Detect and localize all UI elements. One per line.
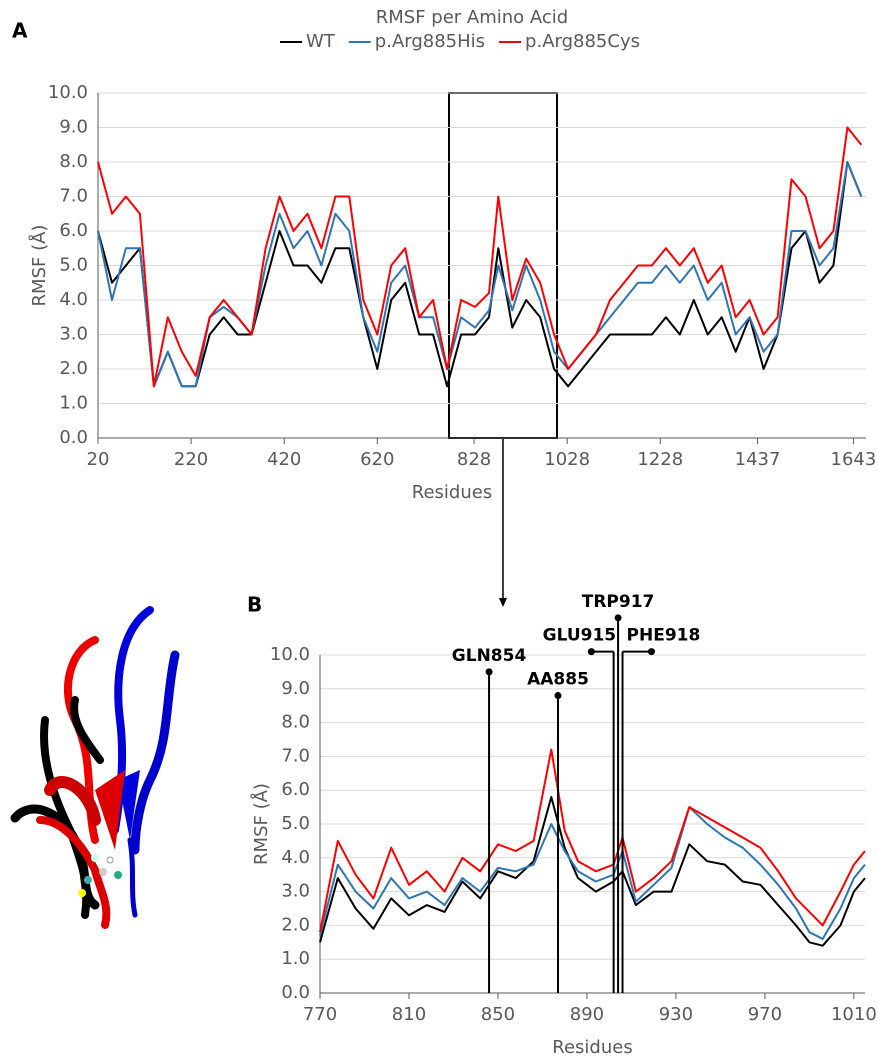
series-line <box>98 128 861 387</box>
annotation-label: PHE918 <box>627 626 701 646</box>
y-tick-label: 0.0 <box>59 427 88 448</box>
y-tick-label: 8.0 <box>59 151 88 172</box>
y-tick-label: 8.0 <box>281 712 310 733</box>
annotation-dot <box>615 614 622 621</box>
x-axis-title: Residues <box>412 482 492 503</box>
annotation-dot <box>486 668 493 675</box>
series-line <box>98 162 861 386</box>
y-tick-label: 4.0 <box>59 289 88 310</box>
annotation-dot <box>555 692 562 699</box>
page: A RMSF per Amino Acid 0.0 1.0 2.0 3.0 4.0 5.0 6.… <box>0 0 878 1059</box>
x-tick-label: 970 <box>748 1004 782 1025</box>
x-tick-label: 890 <box>570 1004 604 1025</box>
x-tick-label: 930 <box>659 1004 693 1025</box>
x-tick-label: 1010 <box>831 1004 877 1025</box>
annotation-dot <box>648 648 655 655</box>
x-tick-label: 828 <box>457 449 491 470</box>
annotation-label: GLU915 <box>543 626 616 646</box>
x-tick-label: 1643 <box>831 449 877 470</box>
y-axis-title: RMSF (Å) <box>250 783 272 865</box>
y-tick-label: 2.0 <box>59 358 88 379</box>
y-tick-label: 9.0 <box>59 117 88 138</box>
legend-label: p.Arg885Cys <box>525 31 640 52</box>
annotation-label: TRP917 <box>582 592 655 612</box>
figure: A RMSF per Amino Acid 0.0 1.0 2.0 3.0 4.0 5.0 6.… <box>0 0 878 1059</box>
chart-title: RMSF per Amino Acid <box>376 7 568 28</box>
x-tick-label: 770 <box>303 1004 337 1025</box>
y-tick-label: 3.0 <box>281 881 310 902</box>
x-tick-label: 1028 <box>544 449 590 470</box>
annotation-label: AA885 <box>527 670 589 690</box>
y-tick-label: 0.0 <box>281 982 310 1003</box>
annotation-label: GLN854 <box>452 646 527 666</box>
x-axis-title: Residues <box>552 1037 632 1058</box>
x-tick-label: 220 <box>174 449 208 470</box>
x-tick-label: 420 <box>267 449 301 470</box>
legend-label: WT <box>306 31 336 52</box>
panel-label: A <box>12 19 28 43</box>
legend-label: p.Arg885His <box>375 31 485 52</box>
y-tick-label: 10.0 <box>48 82 88 103</box>
y-tick-label: 1.0 <box>281 948 310 969</box>
x-tick-label: 850 <box>481 1004 515 1025</box>
arrow-head <box>499 598 507 607</box>
y-tick-label: 1.0 <box>59 393 88 414</box>
y-tick-label: 5.0 <box>281 813 310 834</box>
annotation-dot <box>588 648 595 655</box>
x-tick-label: 20 <box>87 449 110 470</box>
x-tick-label: 1437 <box>735 449 781 470</box>
y-axis-title: RMSF (Å) <box>28 225 50 307</box>
series-line <box>320 750 865 933</box>
y-tick-label: 6.0 <box>281 779 310 800</box>
series-line <box>320 807 865 939</box>
x-tick-label: 810 <box>392 1004 426 1025</box>
y-tick-label: 5.0 <box>59 255 88 276</box>
y-tick-label: 6.0 <box>59 220 88 241</box>
y-tick-label: 3.0 <box>59 324 88 345</box>
y-tick-label: 10.0 <box>270 644 310 665</box>
y-tick-label: 7.0 <box>281 745 310 766</box>
x-tick-label: 1228 <box>637 449 683 470</box>
x-tick-label: 620 <box>360 449 394 470</box>
y-tick-label: 2.0 <box>281 914 310 935</box>
y-tick-label: 4.0 <box>281 847 310 868</box>
y-tick-label: 7.0 <box>59 186 88 207</box>
series-line <box>98 162 861 386</box>
panel-label: B <box>247 593 262 617</box>
protein-structure <box>15 610 175 925</box>
y-tick-label: 9.0 <box>281 678 310 699</box>
